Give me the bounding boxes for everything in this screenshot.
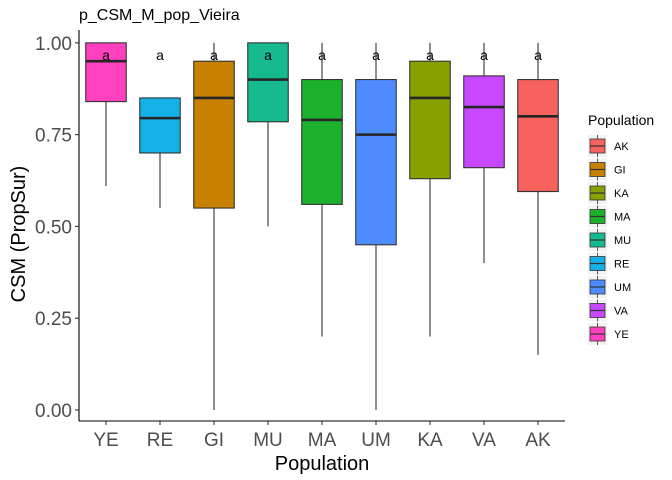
y-tick-label: 0.75 bbox=[35, 126, 72, 147]
legend-label: MA bbox=[614, 212, 631, 224]
x-tick-label: MU bbox=[253, 430, 283, 451]
y-tick-label: 0.50 bbox=[35, 217, 72, 238]
y-tick-label: 0.25 bbox=[35, 309, 72, 330]
box-re: a bbox=[139, 47, 181, 209]
box-ka: a bbox=[409, 42, 451, 337]
legend-item-ma: MA bbox=[588, 205, 631, 228]
x-tick-label: MA bbox=[308, 430, 337, 451]
plot-area: 0.00 0.25 0.50 0.75 1.00 a YE a RE a GI a MU a MA a UM a K… bbox=[35, 30, 565, 451]
box-body bbox=[139, 97, 181, 154]
x-tick-label: RE bbox=[147, 430, 173, 451]
legend-item-re: RE bbox=[588, 252, 629, 275]
box-gi: a bbox=[193, 42, 235, 410]
box-body bbox=[193, 60, 235, 209]
x-tick-label: KA bbox=[417, 430, 443, 451]
x-axis-title: Population bbox=[275, 453, 370, 475]
box-ak: a bbox=[517, 42, 559, 355]
significance-label: a bbox=[426, 47, 434, 63]
box-ma: a bbox=[301, 42, 343, 337]
box-um: a bbox=[355, 42, 397, 410]
box-body bbox=[517, 79, 559, 193]
x-tick-label: YE bbox=[93, 430, 118, 451]
box-va: a bbox=[463, 42, 505, 264]
significance-label: a bbox=[534, 47, 542, 63]
box-body bbox=[85, 42, 127, 103]
legend-label: MU bbox=[614, 235, 631, 247]
box-mu: a bbox=[247, 42, 289, 227]
x-tick-label: UM bbox=[361, 430, 391, 451]
significance-label: a bbox=[318, 47, 326, 63]
x-tick-label: AK bbox=[525, 430, 551, 451]
legend-item-ye: YE bbox=[588, 323, 629, 345]
y-axis-title: CSM (PropSur) bbox=[8, 166, 30, 303]
significance-label: a bbox=[102, 47, 110, 63]
significance-label: a bbox=[372, 47, 380, 63]
legend-item-va: VA bbox=[588, 299, 629, 322]
box-body bbox=[409, 60, 451, 180]
legend-item-gi: GI bbox=[588, 158, 626, 181]
legend-title: Population bbox=[588, 112, 654, 128]
box-body bbox=[301, 79, 343, 205]
legend-item-mu: MU bbox=[588, 229, 631, 251]
significance-label: a bbox=[156, 47, 164, 63]
chart-title: p_CSM_M_pop_Vieira bbox=[79, 7, 240, 24]
box-body bbox=[247, 42, 289, 123]
box-ye: a bbox=[85, 42, 127, 187]
legend-label: UM bbox=[614, 282, 631, 294]
box-body bbox=[463, 75, 505, 169]
y-tick-label: 0.00 bbox=[35, 401, 72, 422]
y-tick-label: 1.00 bbox=[35, 34, 72, 55]
legend-item-um: UM bbox=[588, 276, 631, 298]
significance-label: a bbox=[210, 47, 218, 63]
legend-item-ka: KA bbox=[588, 182, 629, 204]
legend-label: KA bbox=[614, 188, 629, 200]
legend-label: AK bbox=[614, 141, 629, 153]
legend: Population AK GI KA MA MU RE UM VA YE bbox=[588, 112, 654, 345]
legend-label: YE bbox=[614, 329, 629, 341]
significance-label: a bbox=[480, 47, 488, 63]
legend-label: GI bbox=[614, 165, 626, 177]
legend-item-ak: AK bbox=[588, 135, 629, 157]
x-tick-label: GI bbox=[204, 430, 224, 451]
x-tick-label: VA bbox=[472, 430, 496, 451]
legend-label: VA bbox=[614, 306, 629, 318]
box-body bbox=[355, 79, 397, 246]
significance-label: a bbox=[264, 47, 272, 63]
legend-label: RE bbox=[614, 259, 629, 271]
